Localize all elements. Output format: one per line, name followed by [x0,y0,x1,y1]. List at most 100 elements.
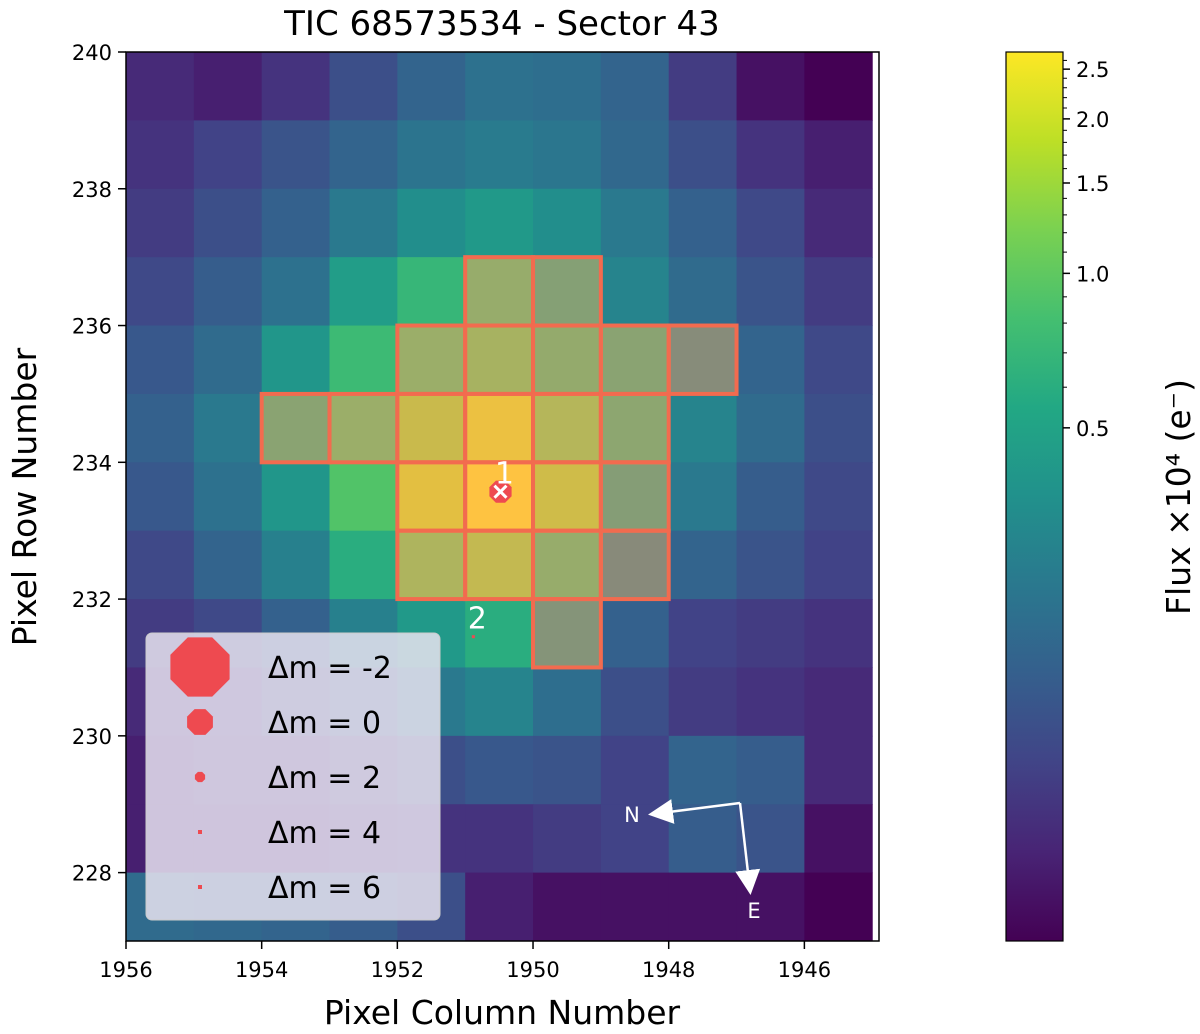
flux-pixel [329,120,398,190]
flux-pixel [261,257,331,327]
flux-pixel [668,52,738,121]
flux-pixel [465,52,534,121]
flux-pixel [668,667,738,737]
flux-pixel [736,52,805,121]
flux-pixel [600,462,670,532]
aperture-pixel [666,323,739,396]
flux-pixel [533,872,602,941]
flux-pixel [193,530,263,600]
flux-pixel [397,530,466,600]
flux-pixel [736,462,805,532]
y-tick-label: 232 [72,588,112,612]
x-tick-label: 1954 [235,958,288,982]
flux-pixel [600,52,670,121]
chart-title: TIC 68573534 - Sector 43 [283,4,720,44]
flux-pixel [465,530,534,600]
flux-pixel [126,52,195,121]
flux-pixel [600,325,670,395]
colorbar: 0.5 1.0 1.5 2.0 2.5 Flux ×10⁴ (e⁻) [1005,51,1198,942]
flux-pixel [126,325,195,395]
flux-pixel [533,52,602,121]
flux-pixel [465,804,534,874]
flux-pixel [397,120,466,190]
east-label: E [747,899,760,923]
flux-pixel [804,872,873,941]
aperture-pixel [463,391,536,465]
flux-pixel [329,188,398,258]
flux-pixel [736,188,805,258]
colorbar-tick-label: 2.0 [1076,108,1109,132]
y-axis: 228 230 232 234 236 238 240 [72,41,126,886]
flux-pixel [736,325,805,395]
x-tick-label: 1952 [371,958,424,982]
flux-pixel [736,667,805,737]
flux-pixel [736,735,805,805]
legend-marker [187,709,213,735]
flux-pixel [261,188,331,258]
legend-marker [198,830,202,834]
star-id-label: 2 [468,602,487,637]
x-tick-label: 1950 [506,958,559,982]
aperture-pixel [598,391,671,465]
plot-frame [125,51,880,942]
aperture-pixel [531,597,603,670]
y-tick-label: 228 [72,862,112,886]
flux-pixel [533,667,602,737]
y-tick-label: 238 [72,178,112,202]
flux-pixel [126,120,195,190]
aperture-pixel [395,460,468,533]
flux-pixel [193,325,263,395]
flux-pixel [600,872,670,941]
flux-pixel [600,735,670,805]
legend-entry-label: Δm = 0 [268,706,381,741]
aperture-pixel [531,528,603,602]
flux-pixel [465,393,534,463]
aperture-pixel [531,460,603,533]
flux-pixel [126,188,195,258]
aperture-pixel [259,391,332,465]
colorbar-gradient [1005,51,1064,942]
east-arrow [735,802,761,895]
north-label: N [624,803,640,827]
flux-pixel [804,188,873,258]
flux-pixel [397,188,466,258]
flux-pixel [600,599,670,668]
legend-entry-label: Δm = 2 [268,761,381,796]
aperture-pixel [598,528,671,602]
flux-pixel [533,120,602,190]
aperture-pixel [327,391,400,465]
y-axis-title: Pixel Row Number [5,347,44,646]
flux-pixel [804,120,873,190]
flux-pixel [397,462,466,532]
flux-pixel [668,530,738,600]
legend-marker [198,885,202,889]
flux-pixel [465,257,534,327]
y-tick-label: 234 [72,451,112,475]
flux-pixel [668,393,738,463]
flux-pixel [261,325,331,395]
target-cross [493,484,508,499]
y-tick-label: 230 [72,725,112,749]
flux-pixel [804,530,873,600]
flux-pixel [261,120,331,190]
aperture-pixel [531,323,603,396]
flux-pixel [329,257,398,327]
flux-pixel [193,393,263,463]
flux-pixel [329,325,398,395]
flux-pixel [465,599,534,668]
colorbar-title: Flux ×10⁴ (e⁻) [1159,379,1198,615]
north-arrow [648,799,741,824]
flux-pixel [668,804,738,874]
flux-pixel [193,120,263,190]
flux-pixel [600,667,670,737]
flux-pixel [126,257,195,327]
flux-pixel [600,257,670,327]
flux-pixel [804,667,873,737]
flux-pixel [193,188,263,258]
flux-pixel [804,735,873,805]
pixel-grid [126,52,873,941]
flux-pixel [533,530,602,600]
flux-pixel [736,393,805,463]
